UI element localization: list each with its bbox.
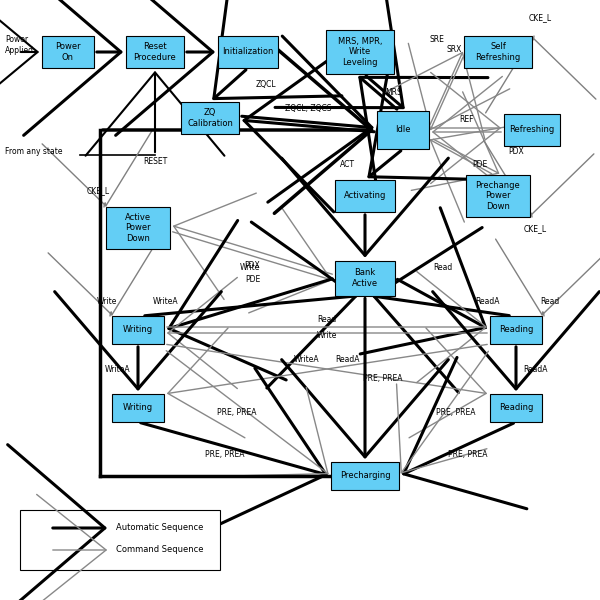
Text: PRE, PREA: PRE, PREA [363,374,403,383]
Text: Command Sequence: Command Sequence [116,545,203,554]
Text: WriteA: WriteA [294,355,320,364]
Text: Write: Write [97,297,117,306]
Text: SRE: SRE [429,35,444,44]
Text: Read: Read [317,314,337,323]
Text: From any state: From any state [5,148,62,157]
Text: Automatic Sequence: Automatic Sequence [116,523,203,533]
Text: ZQ
Calibration: ZQ Calibration [187,108,233,128]
Text: Bank
Active: Bank Active [352,268,378,287]
Text: Writing: Writing [123,403,153,413]
Text: PRE, PREA: PRE, PREA [217,409,256,418]
FancyBboxPatch shape [466,175,530,217]
FancyBboxPatch shape [181,102,239,134]
Text: Refreshing: Refreshing [509,125,554,134]
FancyBboxPatch shape [490,394,542,422]
Text: Read: Read [433,263,452,272]
Text: Writing: Writing [123,325,153,335]
Text: ReadA: ReadA [524,364,548,373]
Text: Initialization: Initialization [223,47,274,56]
FancyBboxPatch shape [106,207,170,249]
Text: Write: Write [239,263,260,272]
Text: MRS, MPR,
Write
Leveling: MRS, MPR, Write Leveling [338,37,382,67]
Text: Reading: Reading [499,325,533,335]
Text: PRE, PREA: PRE, PREA [205,449,244,458]
Text: Read: Read [541,297,560,306]
Text: Activating: Activating [344,191,386,200]
Text: Reading: Reading [499,403,533,413]
Text: WriteA: WriteA [105,364,131,373]
FancyBboxPatch shape [126,36,184,68]
Text: Write: Write [317,331,337,340]
Text: Reset
Procedure: Reset Procedure [134,42,176,62]
Text: ReadA: ReadA [335,355,359,364]
FancyBboxPatch shape [504,114,560,146]
Text: PDX: PDX [508,147,524,156]
Text: RESET: RESET [143,157,167,166]
Text: Idle: Idle [395,125,411,134]
Text: Precharging: Precharging [340,472,391,481]
Text: ACT: ACT [340,160,355,169]
Text: ZQCL, ZQCS: ZQCL, ZQCS [285,103,331,113]
FancyBboxPatch shape [42,36,94,68]
FancyBboxPatch shape [218,36,278,68]
FancyBboxPatch shape [490,316,542,344]
Text: PRE, PREA: PRE, PREA [436,409,475,418]
Text: CKE_L: CKE_L [523,224,547,233]
Text: PDE: PDE [245,275,260,284]
FancyBboxPatch shape [331,462,399,490]
FancyBboxPatch shape [326,30,394,74]
FancyBboxPatch shape [335,180,395,212]
FancyBboxPatch shape [112,316,164,344]
Text: Power
Applied: Power Applied [5,35,34,55]
Text: Power
On: Power On [55,42,81,62]
Text: CKE_L: CKE_L [529,13,551,22]
Text: Active
Power
Down: Active Power Down [125,213,151,243]
FancyBboxPatch shape [377,111,429,149]
Text: CKE_L: CKE_L [86,186,110,195]
Text: WriteA: WriteA [153,297,179,306]
Text: ReadA: ReadA [476,297,500,306]
Text: MRS: MRS [385,88,402,97]
Text: Prechange
Power
Down: Prechange Power Down [476,181,520,211]
FancyBboxPatch shape [464,36,532,68]
Text: PDE: PDE [472,160,488,169]
Text: SRX: SRX [447,46,462,55]
FancyBboxPatch shape [112,394,164,422]
Text: PRE, PREA: PRE, PREA [448,449,487,458]
Text: ZQCL: ZQCL [256,80,277,89]
FancyBboxPatch shape [335,260,395,295]
Text: PDX: PDX [245,262,260,271]
Text: REF: REF [459,115,474,124]
Text: Self
Refreshing: Self Refreshing [475,42,521,62]
FancyBboxPatch shape [20,510,220,570]
